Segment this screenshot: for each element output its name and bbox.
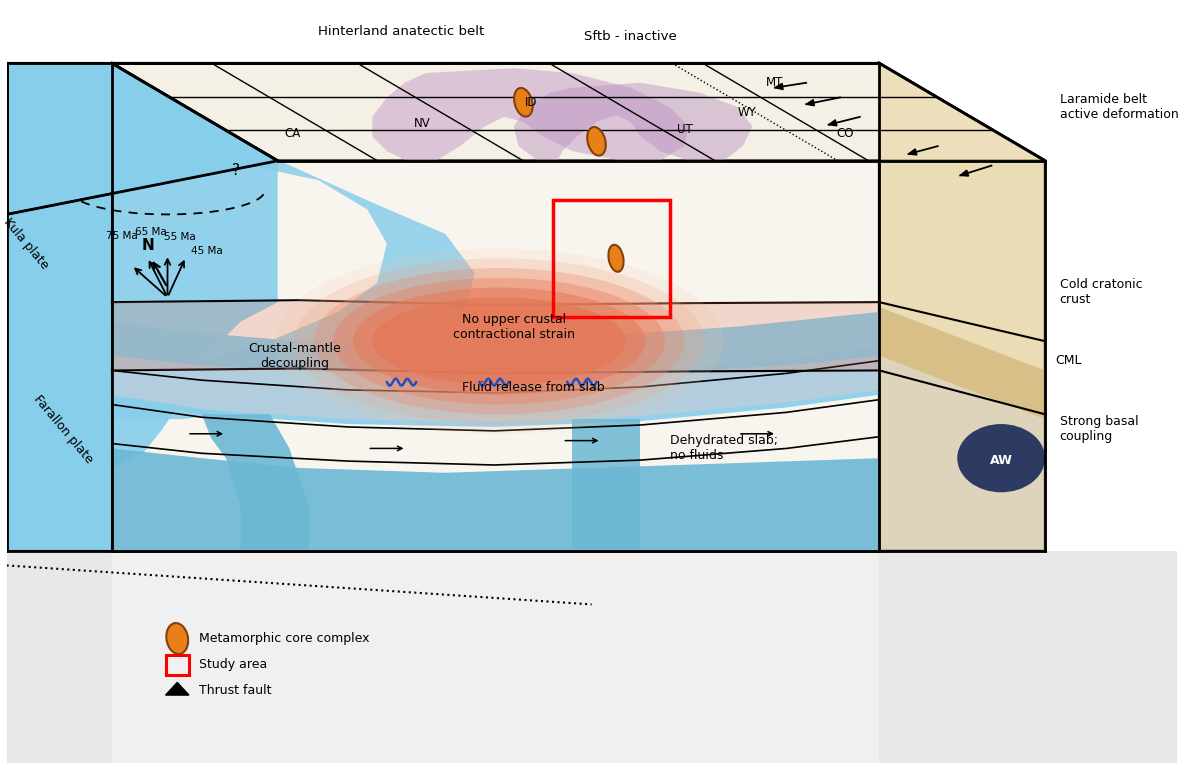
Polygon shape [112,63,277,468]
Bar [553,199,670,317]
Ellipse shape [313,268,684,414]
Text: Strong basal
coupling: Strong basal coupling [1060,415,1139,443]
Polygon shape [166,683,188,695]
Text: Thrust fault: Thrust fault [199,684,271,696]
Text: Dehydrated slab;
no fluids: Dehydrated slab; no fluids [670,434,778,462]
Text: 55 Ma: 55 Ma [164,232,196,242]
Polygon shape [112,346,880,427]
Polygon shape [112,302,880,370]
Text: Laramide belt
active deformation: Laramide belt active deformation [1060,94,1178,121]
Polygon shape [112,283,880,419]
Text: Sftb - inactive: Sftb - inactive [584,30,677,43]
Text: CML: CML [1055,354,1081,367]
Polygon shape [112,356,880,422]
Text: N: N [142,238,155,254]
Ellipse shape [958,424,1045,492]
Text: No upper crustal
contractional strain: No upper crustal contractional strain [452,312,575,341]
Polygon shape [7,63,112,551]
Bar [166,656,188,675]
Text: ?: ? [232,163,240,178]
Polygon shape [572,419,641,551]
Polygon shape [960,170,968,176]
Polygon shape [880,356,1045,551]
Text: Cold cratonic
crust: Cold cratonic crust [1060,278,1142,306]
Polygon shape [775,83,784,90]
Polygon shape [202,414,308,551]
Text: NV: NV [414,117,431,130]
Text: WY: WY [738,106,757,118]
Ellipse shape [372,298,625,385]
Text: 65 Ma: 65 Ma [136,226,167,237]
Polygon shape [880,307,1045,419]
Polygon shape [828,120,836,126]
Ellipse shape [514,88,533,117]
Polygon shape [806,100,815,106]
Polygon shape [908,149,917,155]
Text: ID: ID [524,96,538,109]
Polygon shape [112,63,1045,161]
Text: 75 Ma: 75 Ma [106,230,138,240]
Polygon shape [7,551,1177,764]
Polygon shape [112,438,880,551]
Text: AW: AW [990,454,1013,467]
Polygon shape [880,63,1045,551]
Text: Hinterland anatectic belt: Hinterland anatectic belt [318,25,485,38]
Text: Metamorphic core complex: Metamorphic core complex [199,632,370,645]
Text: Study area: Study area [199,659,266,672]
Polygon shape [112,63,475,419]
Ellipse shape [587,127,606,155]
Ellipse shape [353,288,646,395]
Polygon shape [372,68,689,161]
Polygon shape [7,9,1177,764]
Text: UT: UT [677,123,692,136]
Text: Farallon plate: Farallon plate [31,392,96,465]
Ellipse shape [608,245,624,272]
Polygon shape [112,63,880,551]
Text: 45 Ma: 45 Ma [191,247,222,257]
Ellipse shape [167,623,188,654]
Ellipse shape [275,249,724,434]
Polygon shape [880,63,1045,370]
Text: MT: MT [766,77,782,89]
Text: CA: CA [284,127,301,140]
Polygon shape [112,551,880,764]
Text: CO: CO [836,127,854,140]
Polygon shape [514,83,752,161]
Text: Fluid release from slab: Fluid release from slab [462,381,605,394]
Ellipse shape [294,258,703,424]
Text: Kula plate: Kula plate [1,216,52,272]
Ellipse shape [334,278,665,404]
Text: Crustal-mantle
decoupling: Crustal-mantle decoupling [248,342,341,369]
Polygon shape [7,63,277,214]
